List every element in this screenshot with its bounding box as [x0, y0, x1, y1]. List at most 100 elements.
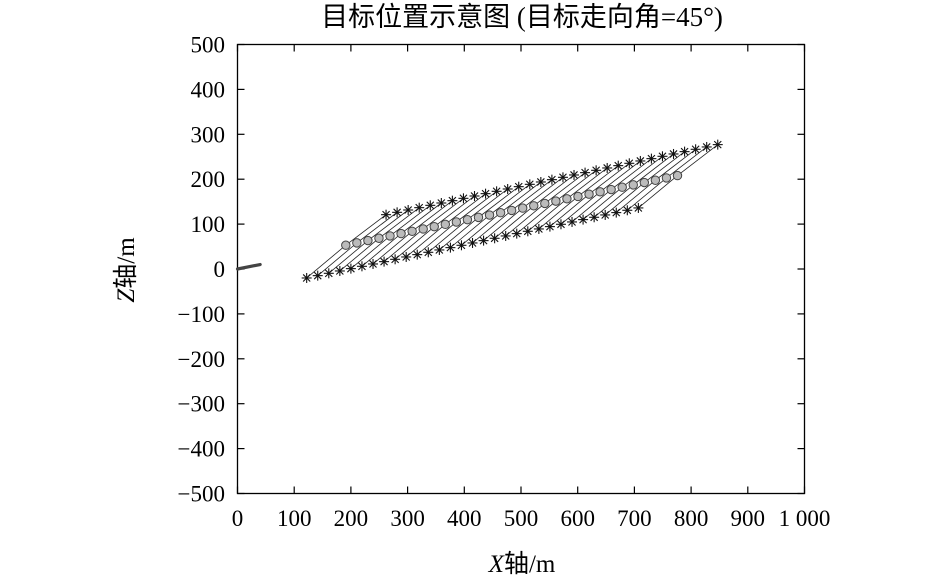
y-tick-label: 200 [191, 167, 226, 192]
axis-ticks: 0 100 200 300 400 500 600 700 800 900 1 000 500 400 3… [178, 33, 831, 532]
circle-marker [618, 183, 626, 191]
y-tick-label: 300 [191, 122, 226, 147]
asterisk-marker [691, 144, 701, 154]
circle-marker [496, 209, 504, 217]
asterisk-marker [456, 240, 466, 250]
asterisk-marker [613, 161, 623, 171]
circle-marker [430, 222, 438, 230]
asterisk-marker [589, 212, 599, 222]
asterisk-marker [423, 247, 433, 257]
circle-marker [519, 204, 527, 212]
asterisk-marker [368, 259, 378, 269]
asterisk-marker [335, 266, 345, 276]
circle-marker [651, 176, 659, 184]
asterisk-marker [567, 217, 577, 227]
asterisk-marker [556, 219, 566, 229]
y-tick-label: −100 [178, 302, 225, 327]
circle-marker [662, 174, 670, 182]
asterisk-marker [357, 261, 367, 271]
circle-marker [640, 178, 648, 186]
circle-marker [530, 202, 538, 210]
circle-marker [629, 181, 637, 189]
asterisk-marker [501, 231, 511, 241]
asterisk-marker [547, 175, 557, 185]
asterisk-marker [414, 203, 424, 213]
asterisk-marker [624, 158, 634, 168]
asterisk-marker [635, 156, 645, 166]
asterisk-marker [702, 142, 712, 152]
asterisk-marker [523, 226, 533, 236]
data-markers [302, 140, 723, 283]
asterisk-marker [646, 154, 656, 164]
asterisk-marker [447, 196, 457, 206]
asterisk-marker [436, 198, 446, 208]
asterisk-marker [401, 252, 411, 262]
circle-marker [596, 188, 604, 196]
asterisk-marker [392, 207, 402, 217]
x-tick-label: 200 [334, 506, 369, 531]
circle-marker [485, 211, 493, 219]
circle-marker [585, 190, 593, 198]
asterisk-marker [512, 229, 522, 239]
asterisk-marker [503, 184, 513, 194]
asterisk-marker [381, 210, 391, 220]
circle-marker [507, 206, 515, 214]
x-tick-label: 700 [617, 506, 652, 531]
x-axis-label: X轴/m [488, 550, 556, 578]
x-tick-label: 0 [232, 506, 244, 531]
source-marker [238, 265, 261, 269]
y-tick-label: −500 [178, 482, 225, 507]
asterisk-marker [445, 243, 455, 253]
asterisk-marker [492, 186, 502, 196]
asterisk-marker [545, 222, 555, 232]
circle-marker [386, 232, 394, 240]
source-marker-group [238, 265, 261, 269]
circle-marker [563, 195, 571, 203]
x-tick-label: 300 [390, 506, 425, 531]
circle-marker [342, 241, 350, 249]
asterisk-marker [600, 210, 610, 220]
asterisk-marker [525, 179, 535, 189]
asterisk-marker [713, 140, 723, 150]
asterisk-marker [633, 203, 643, 213]
circle-marker [397, 229, 405, 237]
asterisk-marker [458, 193, 468, 203]
asterisk-marker [470, 191, 480, 201]
asterisk-marker [591, 165, 601, 175]
asterisk-marker [313, 271, 323, 281]
asterisk-marker [569, 170, 579, 180]
asterisk-marker [580, 168, 590, 178]
asterisk-marker [514, 182, 524, 192]
circle-marker [364, 236, 372, 244]
x-tick-label: 100 [277, 506, 312, 531]
y-tick-label: 0 [214, 257, 226, 282]
asterisk-marker [602, 163, 612, 173]
x-tick-label: 800 [674, 506, 709, 531]
x-tick-label: 1 000 [779, 506, 831, 531]
asterisk-marker [468, 238, 478, 248]
y-axis-label: Z轴/m [112, 237, 140, 303]
circle-marker [452, 218, 460, 226]
circle-marker [419, 225, 427, 233]
asterisk-marker [479, 236, 489, 246]
asterisk-marker [425, 200, 435, 210]
asterisk-marker [657, 151, 667, 161]
asterisk-marker [481, 189, 491, 199]
y-tick-label: −300 [178, 392, 225, 417]
y-tick-label: 100 [191, 212, 226, 237]
x-tick-label: 900 [731, 506, 766, 531]
asterisk-marker [412, 250, 422, 260]
circle-marker [541, 199, 549, 207]
circle-marker [673, 171, 681, 179]
circle-marker [474, 213, 482, 221]
y-tick-label: 400 [191, 77, 226, 102]
y-tick-label: −200 [178, 347, 225, 372]
asterisk-marker [302, 273, 312, 283]
asterisk-marker [346, 264, 356, 274]
y-tick-label: −400 [178, 437, 225, 462]
x-tick-label: 600 [560, 506, 595, 531]
asterisk-marker [379, 257, 389, 267]
asterisk-marker [622, 205, 632, 215]
circle-marker [353, 239, 361, 247]
